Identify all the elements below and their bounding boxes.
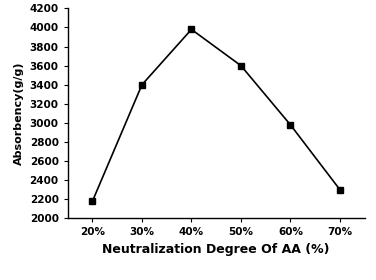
Y-axis label: Absorbency(g/g): Absorbency(g/g) bbox=[14, 62, 24, 165]
X-axis label: Neutralization Degree Of AA (%): Neutralization Degree Of AA (%) bbox=[102, 243, 330, 256]
